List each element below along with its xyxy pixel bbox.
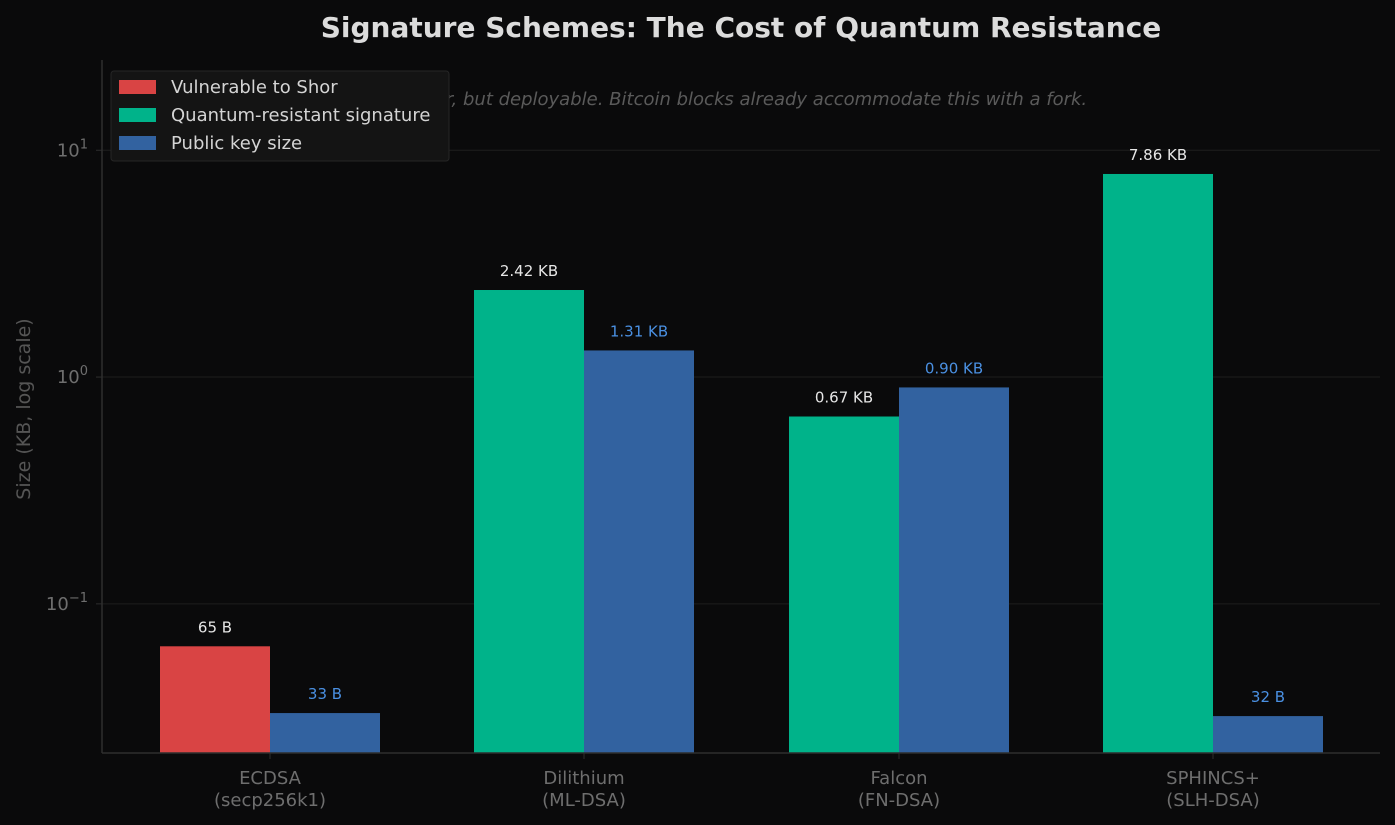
data-label: 7.86 KB: [1129, 146, 1187, 164]
bar-signature-1: [474, 290, 584, 753]
bar-pubkey-1: [584, 350, 694, 753]
category-label: Falcon: [870, 768, 927, 789]
bar-pubkey-0: [270, 713, 380, 753]
category-label: ECDSA: [239, 768, 302, 789]
data-labels: 65 B 2.42 KB 0.67 KB 7.86 KB 33 B 1.31 KB 0.90…: [198, 146, 1285, 706]
y-tick-label: 101: [57, 137, 88, 161]
category-sublabel: (ML-DSA): [542, 790, 626, 811]
legend-label: Vulnerable to Shor: [171, 77, 338, 98]
bar-signature-2: [789, 416, 899, 753]
category-label: Dilithium: [543, 768, 624, 789]
y-tick-base: 10: [57, 367, 80, 388]
y-axis-label: Size (KB, log scale): [13, 318, 35, 499]
y-tick-label: 10−1: [46, 591, 88, 615]
y-tick-exponent: 0: [80, 364, 88, 379]
category-sublabel: (secp256k1): [214, 790, 326, 811]
data-label: 65 B: [198, 618, 232, 636]
y-tick-label: 100: [57, 364, 88, 388]
bar-pubkey-3: [1213, 716, 1323, 753]
bars: [160, 173, 1323, 753]
y-tick-base: 10: [57, 140, 80, 161]
data-label: 1.31 KB: [610, 322, 668, 340]
y-tick-exponent: −1: [69, 591, 88, 606]
data-label: 0.67 KB: [815, 389, 873, 407]
legend-swatch: [119, 108, 156, 122]
category-sublabel: (SLH-DSA): [1166, 790, 1259, 811]
category-sublabel: (FN-DSA): [858, 790, 940, 811]
data-label: 2.42 KB: [500, 262, 558, 280]
y-tick-exponent: 1: [80, 137, 88, 152]
y-tick-base: 10: [46, 594, 69, 615]
legend-label: Public key size: [171, 133, 302, 154]
data-label: 33 B: [308, 685, 342, 703]
category-label: SPHINCS+: [1166, 768, 1260, 789]
bar-signature-3: [1103, 173, 1213, 753]
x-tick-labels: ECDSA(secp256k1)Dilithium(ML-DSA)Falcon(…: [214, 768, 1260, 811]
legend-box: [110, 70, 450, 162]
legend-label: Quantum-resistant signature: [171, 105, 430, 126]
chart-title: Signature Schemes: The Cost of Quantum R…: [321, 11, 1162, 44]
data-label: 0.90 KB: [925, 359, 983, 377]
bar-signature-0: [160, 646, 270, 753]
data-label: 32 B: [1251, 688, 1285, 706]
legend-swatch: [119, 80, 156, 94]
chart-subtitle: Larger, but deployable. Bitcoin blocks a…: [395, 89, 1087, 110]
bar-pubkey-2: [899, 387, 1009, 753]
legend-swatch: [119, 136, 156, 150]
axes: [96, 60, 1380, 759]
legend: Vulnerable to Shor Quantum-resistant sign…: [110, 70, 450, 162]
